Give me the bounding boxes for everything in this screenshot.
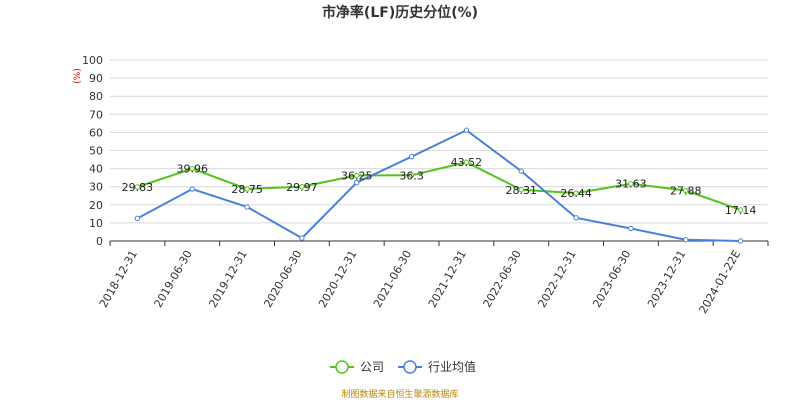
x-tick-label: 2024-01-22E <box>696 248 743 316</box>
data-label: 17.14 <box>725 204 757 217</box>
legend-label: 行业均值 <box>428 359 476 374</box>
series-point <box>683 237 689 243</box>
x-tick-label: 2021-12-31 <box>426 248 469 310</box>
x-tick-label: 2023-06-30 <box>590 248 633 310</box>
series-point <box>134 215 141 222</box>
series-point <box>573 215 579 221</box>
x-tick-label: 2020-12-31 <box>316 248 359 310</box>
data-label: 28.31 <box>506 184 538 197</box>
y-tick-label: 90 <box>89 72 103 85</box>
series-point <box>408 153 415 160</box>
data-label: 39.96 <box>177 163 209 176</box>
y-tick-label: 10 <box>89 217 103 230</box>
data-label: 43.52 <box>451 156 483 169</box>
data-label: 29.97 <box>286 181 318 194</box>
data-label: 26.44 <box>560 187 592 200</box>
series-point <box>683 187 689 194</box>
series-point <box>299 235 305 241</box>
series-point <box>628 181 634 187</box>
legend[interactable]: 公司 行业均值 <box>330 359 476 374</box>
legend-marker-icon <box>403 360 417 374</box>
legend-label: 公司 <box>360 360 384 374</box>
series-point <box>737 207 744 213</box>
y-tick-label: 80 <box>89 90 103 103</box>
series-point <box>408 172 415 178</box>
x-axis: 2018-12-31 2019-06-30 2019-12-31 2020-06-30… <box>97 241 769 316</box>
series-point <box>299 184 305 190</box>
data-label: 28.75 <box>231 183 263 196</box>
series-point <box>189 186 195 192</box>
x-tick-label: 2020-06-30 <box>261 248 304 310</box>
source-note: 制图数据来自恒生聚源数据库 <box>341 388 458 400</box>
y-tick-label: 20 <box>89 199 103 212</box>
x-tick-label: 2022-06-30 <box>481 248 524 310</box>
series-group <box>134 127 744 244</box>
x-tick-label: 2021-06-30 <box>371 248 414 310</box>
y-unit-label: (%) <box>73 68 83 84</box>
x-tick-label: 2022-12-31 <box>535 248 578 310</box>
series-point <box>244 186 250 192</box>
legend-item-0[interactable]: 公司 <box>330 360 384 374</box>
y-axis-ticks: 0 10 20 30 40 50 60 70 80 90 100 <box>82 54 103 248</box>
legend-item-1[interactable]: 行业均值 <box>398 359 476 374</box>
data-label: 29.83 <box>122 181 154 194</box>
data-label: 36.25 <box>341 169 373 182</box>
y-tick-label: 60 <box>89 126 103 139</box>
y-tick-label: 70 <box>89 108 103 121</box>
series-point <box>573 190 579 196</box>
series-point <box>189 165 195 172</box>
series-point <box>354 172 360 179</box>
series-line-0 <box>137 161 741 211</box>
series-point <box>737 238 744 244</box>
series-point <box>463 159 470 165</box>
x-tick-label: 2019-12-31 <box>206 248 249 310</box>
data-labels: 29.83 39.96 28.75 29.97 36.25 36.3 43.52 28.31 2… <box>122 156 757 217</box>
series-line-1 <box>136 129 741 242</box>
y-tick-label: 100 <box>82 54 103 67</box>
series-point <box>354 179 360 186</box>
data-label: 31.63 <box>615 178 647 191</box>
y-tick-label: 30 <box>89 181 103 194</box>
series-point <box>134 184 141 190</box>
series-point <box>628 225 634 232</box>
series-point <box>518 168 524 174</box>
series-point <box>518 187 524 193</box>
data-label: 36.3 <box>399 169 424 182</box>
y-tick-label: 0 <box>96 235 103 248</box>
grid-lines <box>110 59 768 242</box>
x-tick-label: 2018-12-31 <box>97 248 140 310</box>
y-tick-label: 40 <box>89 163 103 176</box>
y-tick-label: 50 <box>89 145 103 158</box>
series-point <box>244 204 250 210</box>
data-label: 27.88 <box>670 185 702 198</box>
series-point <box>463 127 470 133</box>
x-tick-label: 2019-06-30 <box>152 248 195 310</box>
x-tick-label: 2023-12-31 <box>645 248 688 310</box>
legend-marker-icon <box>335 360 349 374</box>
chart-title: 市净率(LF)历史分位(%) <box>322 4 478 21</box>
